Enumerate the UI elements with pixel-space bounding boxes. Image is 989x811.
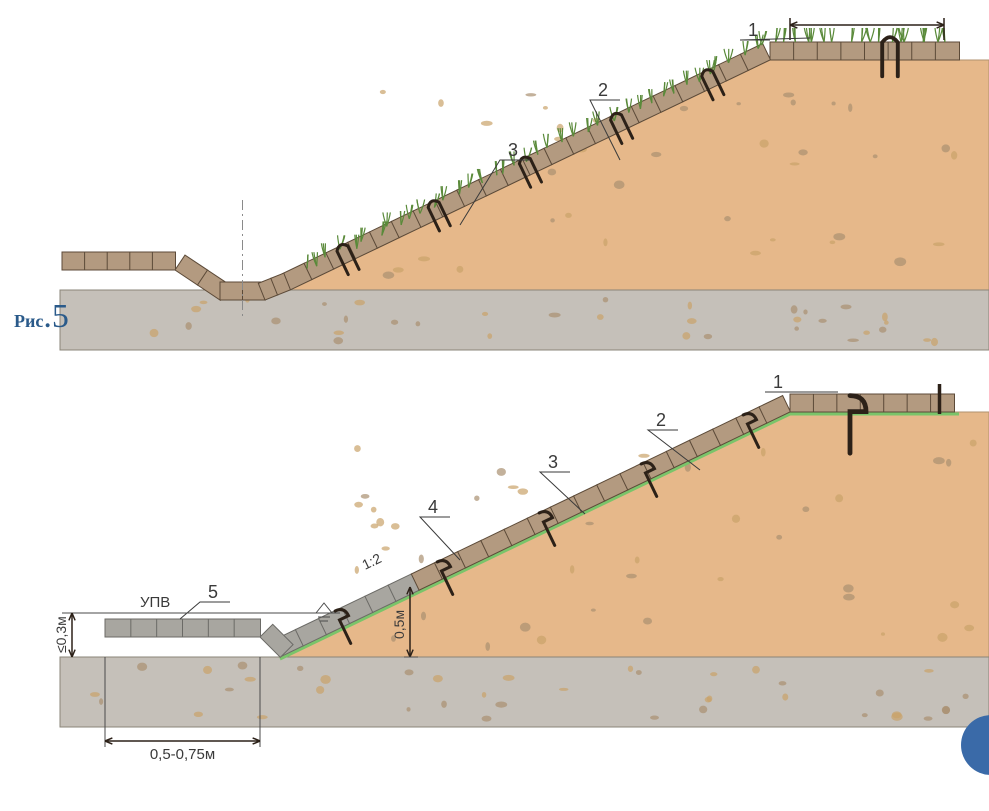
svg-text:1:2: 1:2 xyxy=(359,550,384,573)
diagram-bottom: 1 2 3 4 5 1:2 УПВ ≤0,3м 0,5м 0,5-0,75м xyxy=(0,362,989,792)
svg-text:5: 5 xyxy=(208,582,218,602)
svg-text:1: 1 xyxy=(748,20,758,40)
svg-text:0,5м: 0,5м xyxy=(391,610,407,639)
page: 1 2 3 1 2 3 4 5 1:2 УПВ ≤0,3м 0,5м 0,5-0,75м Рис.5 xyxy=(0,0,989,811)
figure-label: Рис.5 xyxy=(14,298,69,336)
svg-text:1: 1 xyxy=(773,372,783,392)
edge-bubble-icon xyxy=(949,710,989,780)
svg-text:0,5-0,75м: 0,5-0,75м xyxy=(150,746,215,763)
svg-text:4: 4 xyxy=(428,497,438,517)
svg-text:УПВ: УПВ xyxy=(140,594,170,611)
svg-text:3: 3 xyxy=(548,452,558,472)
svg-text:2: 2 xyxy=(598,80,608,100)
svg-text:≤0,3м: ≤0,3м xyxy=(53,616,69,653)
diagram-top: 1 2 3 xyxy=(0,0,989,360)
svg-text:2: 2 xyxy=(656,410,666,430)
figure-label-number: .5 xyxy=(43,298,69,335)
figure-label-prefix: Рис xyxy=(14,311,43,331)
svg-text:3: 3 xyxy=(508,140,518,160)
